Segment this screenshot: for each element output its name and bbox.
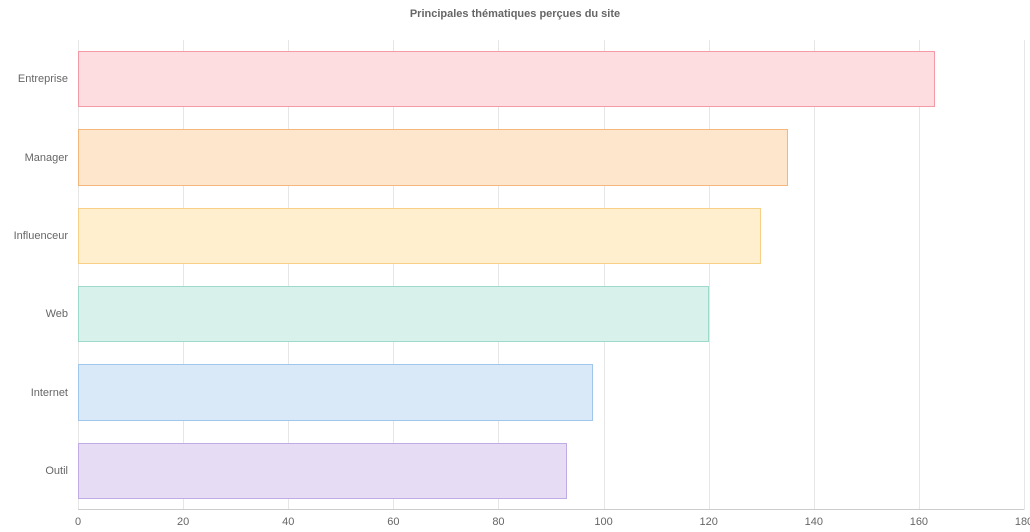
category-label: Internet bbox=[31, 387, 68, 399]
gridline bbox=[78, 40, 79, 510]
gridline bbox=[393, 40, 394, 510]
x-tick-label: 20 bbox=[177, 516, 189, 528]
x-tick-label: 160 bbox=[910, 516, 928, 528]
x-tick-label: 180 bbox=[1015, 516, 1030, 528]
category-label: Influenceur bbox=[14, 230, 68, 242]
gridline bbox=[709, 40, 710, 510]
gridline bbox=[919, 40, 920, 510]
x-tick-label: 120 bbox=[699, 516, 717, 528]
category-label: Entreprise bbox=[18, 73, 68, 85]
category-label: Manager bbox=[25, 152, 68, 164]
gridline bbox=[498, 40, 499, 510]
gridline bbox=[604, 40, 605, 510]
x-tick-label: 100 bbox=[594, 516, 612, 528]
gridline bbox=[288, 40, 289, 510]
x-tick-label: 60 bbox=[387, 516, 399, 528]
bar bbox=[78, 208, 761, 264]
category-label: Outil bbox=[45, 465, 68, 477]
gridline bbox=[1024, 40, 1025, 510]
category-label: Web bbox=[46, 308, 68, 320]
bar bbox=[78, 129, 788, 185]
gridline bbox=[814, 40, 815, 510]
chart-title: Principales thématiques perçues du site bbox=[0, 8, 1030, 20]
plot-area: 020406080100120140160180EntrepriseManage… bbox=[78, 40, 1024, 510]
x-tick-label: 80 bbox=[492, 516, 504, 528]
bar bbox=[78, 443, 567, 499]
x-tick-label: 40 bbox=[282, 516, 294, 528]
x-tick-label: 140 bbox=[805, 516, 823, 528]
bar bbox=[78, 51, 935, 107]
bar bbox=[78, 364, 593, 420]
bar bbox=[78, 286, 709, 342]
x-tick-label: 0 bbox=[75, 516, 81, 528]
x-axis-line bbox=[78, 509, 1024, 510]
thematics-bar-chart: Principales thématiques perçues du site … bbox=[0, 0, 1030, 532]
gridline bbox=[183, 40, 184, 510]
